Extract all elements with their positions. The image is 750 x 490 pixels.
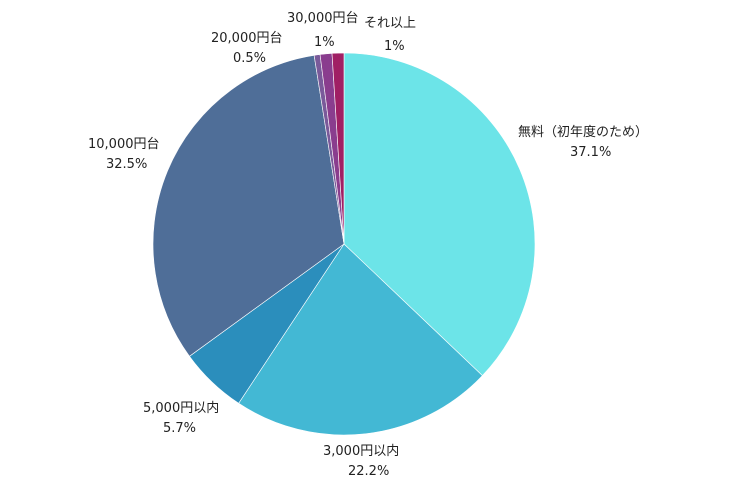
slice-label-10000: 10,000円台 xyxy=(88,137,160,152)
pie-slice-10000 xyxy=(152,55,345,357)
slice-value-free: 37.1% xyxy=(570,145,611,160)
pie-slices xyxy=(152,52,536,436)
slice-label-5000: 5,000円以内 xyxy=(143,400,219,416)
slice-value-30000: 1% xyxy=(314,35,335,50)
slice-label-30000: 30,000円台 xyxy=(287,11,359,26)
slice-value-10000: 32.5% xyxy=(106,157,147,172)
pie-slice-3000 xyxy=(238,243,483,436)
pie-slice-free xyxy=(343,52,536,377)
slice-label-20000: 20,000円台 xyxy=(211,31,283,46)
slice-label-3000: 3,000円以内 xyxy=(323,443,399,459)
slice-label-above: それ以上 xyxy=(364,16,416,31)
slice-value-above: 1% xyxy=(384,39,405,54)
slice-value-3000: 22.2% xyxy=(348,464,389,479)
slice-value-5000: 5.7% xyxy=(163,421,196,436)
slice-value-20000: 0.5% xyxy=(233,51,266,66)
slice-label-free: 無料（初年度のため） xyxy=(518,124,648,140)
pie-slice-above xyxy=(331,52,345,245)
